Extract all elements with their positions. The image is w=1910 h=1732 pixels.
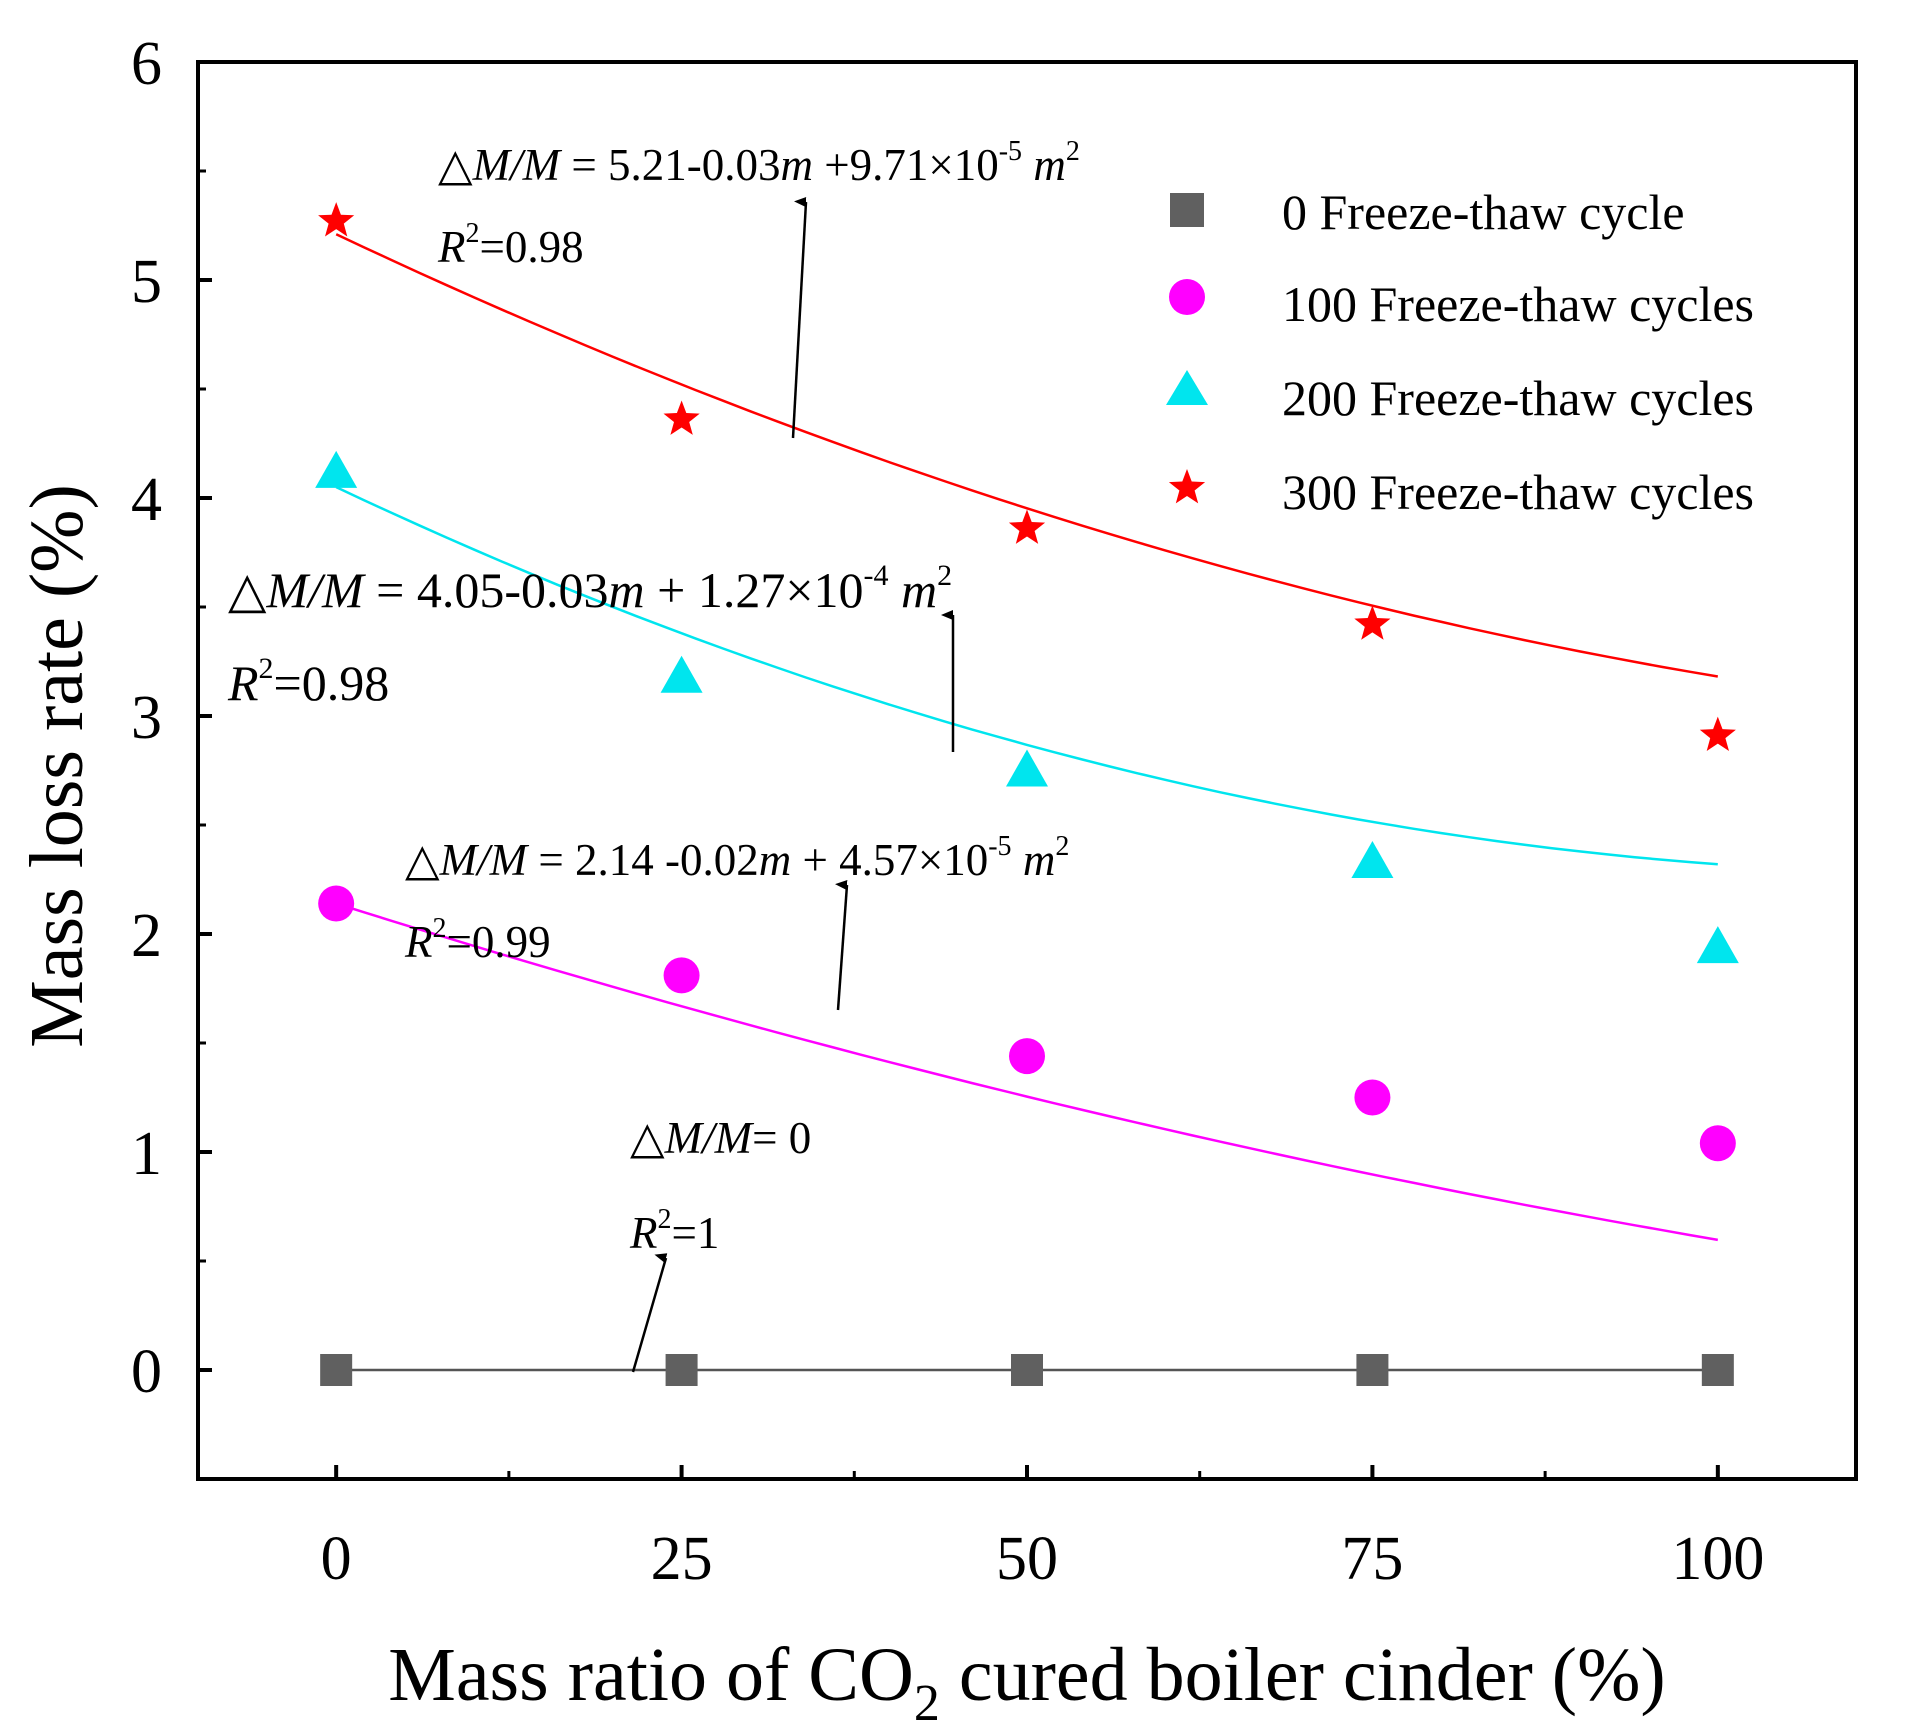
data-point-series-1-0 xyxy=(318,885,355,922)
r-squared-200-cycles: R2=0.98 xyxy=(227,652,389,711)
x-tick-label: 75 xyxy=(1341,1525,1403,1593)
equation-300-cycles: △M/M = 5.21-0.03m +9.71×10-5 m2 xyxy=(438,136,1080,190)
annotation-100-cycles: △M/M = 2.14 -0.02m + 4.57×10-5 m2 R2=0.9… xyxy=(404,831,1069,1011)
arrow-0-cycles xyxy=(631,1253,668,1373)
y-tick-label: 0 xyxy=(131,1338,162,1406)
r-squared-0-cycles: R2=1 xyxy=(629,1204,719,1258)
y-tick-label: 5 xyxy=(131,248,162,316)
x-tick-label: 0 xyxy=(321,1525,352,1593)
data-point-series-2-3 xyxy=(1351,841,1394,879)
y-tick-label: 6 xyxy=(131,30,162,98)
data-markers xyxy=(315,202,1739,1386)
data-point-series-1-3 xyxy=(1354,1079,1391,1116)
data-point-series-0-3 xyxy=(1356,1354,1389,1386)
r-squared-100-cycles: R2=0.99 xyxy=(404,913,551,967)
legend-label-100-cycles: 100 Freeze-thaw cycles xyxy=(1282,276,1754,332)
data-point-series-0-1 xyxy=(665,1354,698,1386)
legend: 0 Freeze-thaw cycle 100 Freeze-thaw cycl… xyxy=(1166,184,1754,520)
legend-label-0-cycles: 0 Freeze-thaw cycle xyxy=(1282,184,1685,240)
x-tick-label: 100 xyxy=(1671,1525,1764,1593)
arrow-100-cycles xyxy=(835,880,849,1011)
x-axis-title: Mass ratio of CO2 cured boiler cinder (%… xyxy=(388,1633,1665,1732)
data-point-series-0-2 xyxy=(1011,1354,1043,1386)
legend-label-300-cycles: 300 Freeze-thaw cycles xyxy=(1282,464,1754,520)
y-axis-ticks: 0 1 2 3 4 5 6 xyxy=(131,30,212,1406)
y-tick-label: 2 xyxy=(131,902,162,970)
data-point-series-1-4 xyxy=(1699,1125,1736,1162)
data-point-series-3-1 xyxy=(663,400,700,435)
data-point-series-3-2 xyxy=(1008,509,1046,544)
data-point-series-2-2 xyxy=(1006,749,1048,787)
data-point-series-0-4 xyxy=(1701,1354,1734,1386)
annotation-300-cycles: △M/M = 5.21-0.03m +9.71×10-5 m2 R2=0.98 xyxy=(437,136,1080,439)
data-point-series-1-1 xyxy=(663,957,700,994)
x-tick-label: 50 xyxy=(996,1525,1058,1593)
fit-curve-series-3 xyxy=(335,233,1719,678)
data-point-series-3-4 xyxy=(1699,716,1736,751)
legend-label-200-cycles: 200 Freeze-thaw cycles xyxy=(1282,370,1754,426)
data-point-series-2-1 xyxy=(660,655,703,693)
data-point-series-3-3 xyxy=(1354,605,1391,640)
data-point-series-0-0 xyxy=(320,1354,353,1386)
y-axis-title: Mass loss rate (%) xyxy=(15,484,99,1048)
annotation-0-cycles: △M/M= 0 R2=1 xyxy=(629,1113,811,1373)
equation-200-cycles: △M/M = 4.05-0.03m + 1.27×10-4 m2 xyxy=(228,559,952,618)
data-point-series-2-4 xyxy=(1696,926,1739,964)
r-squared-300-cycles: R2=0.98 xyxy=(437,218,584,272)
data-point-series-3-0 xyxy=(318,202,355,237)
data-point-series-1-2 xyxy=(1009,1038,1045,1075)
x-axis-ticks: 0 25 50 75 100 xyxy=(321,1465,1764,1593)
legend-marker-square-icon xyxy=(1170,193,1204,227)
arrow-300-cycles xyxy=(791,197,808,439)
fit-curve-series-1 xyxy=(335,902,1719,1242)
annotation-200-cycles: △M/M = 4.05-0.03m + 1.27×10-4 m2 R2=0.98 xyxy=(227,559,955,752)
legend-marker-circle-icon xyxy=(1169,279,1205,315)
y-tick-label: 3 xyxy=(131,684,162,752)
y-tick-label: 4 xyxy=(131,466,162,534)
data-point-series-2-0 xyxy=(315,450,358,488)
y-tick-label: 1 xyxy=(131,1120,162,1188)
legend-marker-star-icon xyxy=(1168,469,1206,504)
fit-curve-series-2 xyxy=(335,485,1718,866)
equation-0-cycles: △M/M= 0 xyxy=(630,1113,811,1163)
equation-100-cycles: △M/M = 2.14 -0.02m + 4.57×10-5 m2 xyxy=(405,831,1069,885)
legend-marker-triangle-icon xyxy=(1166,370,1208,405)
x-tick-label: 25 xyxy=(651,1525,713,1593)
